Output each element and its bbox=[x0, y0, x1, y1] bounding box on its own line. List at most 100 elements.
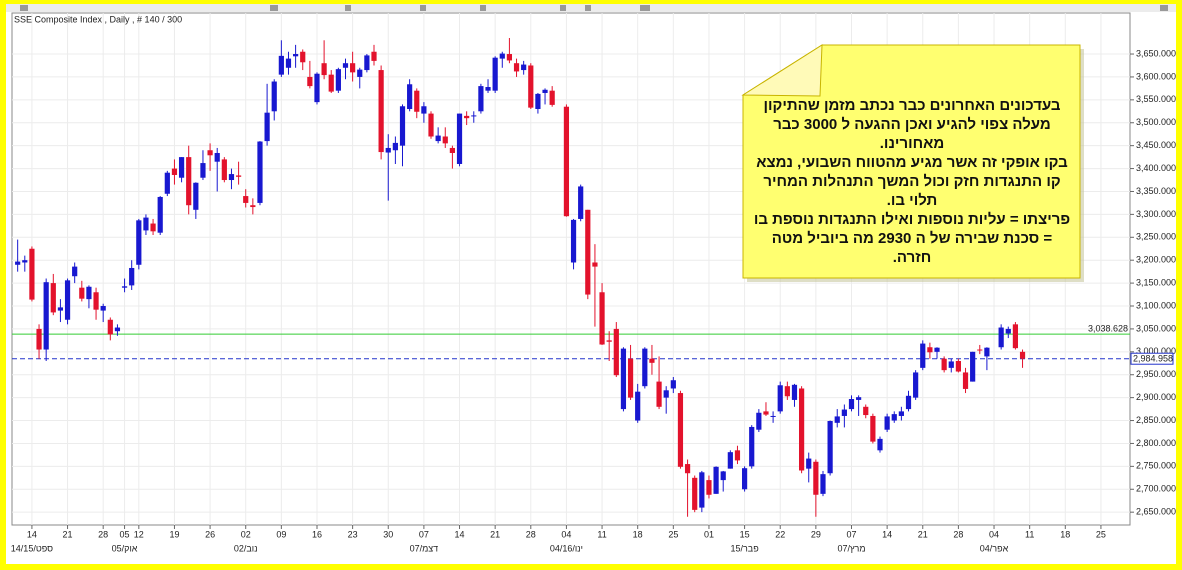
y-tick-label: 2,800.000 bbox=[1136, 438, 1176, 448]
y-tick-label: 2,750.000 bbox=[1136, 461, 1176, 471]
candle-body bbox=[599, 292, 605, 345]
y-tick-label: 3,200.000 bbox=[1136, 255, 1176, 265]
candle-body bbox=[29, 248, 35, 300]
price-label-box bbox=[1130, 352, 1174, 365]
candle-body bbox=[79, 287, 85, 299]
candle-body bbox=[841, 409, 847, 416]
x-tick-label: 26 bbox=[205, 529, 215, 539]
candle-body bbox=[913, 372, 919, 398]
candle-body bbox=[321, 63, 327, 76]
candle-body bbox=[129, 267, 135, 286]
candle-body bbox=[1005, 328, 1011, 334]
candle-body bbox=[806, 458, 812, 469]
candle-body bbox=[342, 63, 349, 68]
candle-body bbox=[1019, 351, 1026, 359]
candle-body bbox=[791, 384, 798, 400]
candle-body bbox=[186, 157, 192, 206]
chart-title: SSE Composite Index , Daily , # 140 / 30… bbox=[14, 14, 182, 24]
candle-body bbox=[421, 106, 427, 114]
x-tick-label: 30 bbox=[383, 529, 393, 539]
candle-body bbox=[756, 412, 762, 430]
candle-body bbox=[741, 468, 748, 490]
candle-body bbox=[535, 93, 541, 110]
candle-body bbox=[998, 327, 1004, 348]
annotation-line: מאחורינו. bbox=[879, 135, 945, 152]
candle-body bbox=[228, 174, 235, 181]
candle-body bbox=[877, 438, 883, 451]
candle-body bbox=[948, 361, 954, 368]
month-label: 04/16/ינו bbox=[550, 543, 583, 553]
candle-body bbox=[934, 347, 940, 352]
candle-body bbox=[749, 426, 755, 467]
candle-body bbox=[364, 55, 370, 71]
candle-body bbox=[763, 411, 769, 415]
candle-body bbox=[335, 69, 341, 91]
candle-body bbox=[542, 89, 548, 93]
candle-body bbox=[905, 395, 912, 410]
candle-body bbox=[506, 54, 513, 61]
y-tick-label: 2,850.000 bbox=[1136, 415, 1176, 425]
candle-body bbox=[684, 464, 691, 474]
annotation-line: פריצתו = עליות נוספות ואילו התנגדות נוספ… bbox=[753, 211, 1071, 228]
x-tick-label: 21 bbox=[490, 529, 500, 539]
candle-body bbox=[164, 172, 170, 194]
candle-body bbox=[521, 64, 527, 71]
x-tick-label: 02 bbox=[241, 529, 251, 539]
annotation: בעדכונים האחרונים כבר נכתב מזמן שהתיקון מ… bbox=[748, 96, 1076, 267]
candle-body bbox=[1012, 324, 1019, 349]
candle-body bbox=[734, 450, 741, 461]
candle-body bbox=[300, 51, 306, 63]
y-tick-label: 3,300.000 bbox=[1136, 209, 1176, 219]
candle-body bbox=[492, 57, 498, 91]
candle-body bbox=[143, 217, 149, 231]
y-tick-label: 3,500.000 bbox=[1136, 117, 1176, 127]
candle-body bbox=[848, 399, 855, 410]
x-tick-label: 11 bbox=[597, 529, 606, 539]
x-tick-label: 14 bbox=[882, 529, 892, 539]
marks bbox=[12, 37, 1130, 517]
x-tick-label: 04 bbox=[561, 529, 571, 539]
y-tick-label: 2,700.000 bbox=[1136, 484, 1176, 494]
candle-body bbox=[235, 175, 242, 177]
x-tick-label: 28 bbox=[526, 529, 536, 539]
candle-body bbox=[549, 90, 555, 105]
x-tick-label: 18 bbox=[633, 529, 643, 539]
reference-label: 3,038.628 bbox=[1088, 324, 1128, 334]
y-tick-label: 2,650.000 bbox=[1136, 507, 1176, 517]
candle-body bbox=[193, 182, 199, 210]
x-tick-label: 15 bbox=[740, 529, 750, 539]
x-tick-label: 28 bbox=[98, 529, 108, 539]
candle-body bbox=[435, 135, 441, 142]
candle-body bbox=[314, 73, 320, 103]
candle-body bbox=[442, 136, 448, 144]
candle-body bbox=[136, 220, 142, 265]
candle-body bbox=[428, 113, 434, 137]
candle-body bbox=[927, 347, 933, 353]
candle-body bbox=[635, 391, 641, 421]
candle-body bbox=[22, 260, 28, 263]
month-label: 07/מרץ bbox=[837, 543, 865, 553]
candle-body bbox=[121, 286, 128, 288]
candle-body bbox=[699, 472, 705, 508]
y-tick-label: 3,400.000 bbox=[1136, 163, 1176, 173]
candle-body bbox=[350, 63, 356, 73]
candle-body bbox=[920, 343, 926, 368]
y-tick-label: 2,950.000 bbox=[1136, 369, 1176, 379]
annotation-line: = סכנת שבירה של ה 2930 מה ביוביל מטה bbox=[771, 230, 1053, 247]
y-tick-label: 3,600.000 bbox=[1136, 71, 1176, 81]
y-tick-label: 2,900.000 bbox=[1136, 392, 1176, 402]
candle-body bbox=[271, 81, 277, 112]
candle-body bbox=[250, 205, 256, 208]
candle-body bbox=[677, 393, 684, 467]
y-tick-label: 3,650.000 bbox=[1136, 48, 1176, 58]
x-tick-label: 28 bbox=[953, 529, 963, 539]
candle-body bbox=[884, 416, 890, 430]
candle-body bbox=[407, 84, 413, 110]
candle-body bbox=[57, 307, 64, 311]
candle-body bbox=[293, 54, 299, 57]
candle-body bbox=[713, 466, 719, 494]
candle-body bbox=[777, 385, 783, 412]
candle-body bbox=[962, 372, 969, 389]
candle-body bbox=[727, 452, 733, 469]
x-tick-label: 25 bbox=[668, 529, 678, 539]
